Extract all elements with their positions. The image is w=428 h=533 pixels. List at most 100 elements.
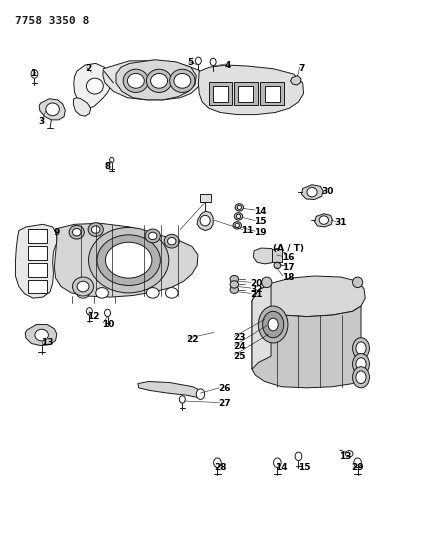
Ellipse shape (105, 242, 152, 278)
Text: 23: 23 (233, 333, 246, 342)
Ellipse shape (263, 311, 284, 338)
Polygon shape (103, 61, 201, 100)
Ellipse shape (354, 458, 361, 467)
Polygon shape (39, 99, 65, 120)
Ellipse shape (128, 74, 144, 88)
Bar (28, 229, 47, 243)
Polygon shape (73, 98, 91, 116)
Ellipse shape (235, 204, 244, 211)
Ellipse shape (214, 458, 221, 467)
Bar (28, 263, 47, 277)
Text: 13: 13 (41, 338, 54, 347)
Ellipse shape (356, 358, 366, 370)
Ellipse shape (77, 288, 89, 298)
Bar (238, 86, 253, 102)
Text: 19: 19 (254, 228, 267, 237)
Ellipse shape (123, 69, 149, 92)
Bar (28, 246, 47, 260)
Text: 12: 12 (87, 312, 100, 321)
Text: 32: 32 (250, 285, 262, 294)
Text: 3: 3 (39, 117, 45, 126)
Ellipse shape (236, 214, 241, 219)
Bar (208, 82, 232, 105)
Bar (265, 86, 280, 102)
Ellipse shape (110, 157, 114, 163)
Polygon shape (197, 211, 213, 231)
Ellipse shape (237, 205, 241, 209)
Text: 7: 7 (298, 63, 305, 72)
Text: 16: 16 (282, 253, 294, 262)
Polygon shape (138, 382, 203, 397)
Polygon shape (25, 325, 57, 345)
Ellipse shape (295, 452, 302, 461)
Ellipse shape (307, 188, 317, 197)
Text: 10: 10 (102, 320, 114, 329)
Polygon shape (291, 76, 301, 85)
Ellipse shape (88, 223, 103, 237)
Polygon shape (252, 301, 361, 388)
Ellipse shape (200, 215, 210, 226)
Ellipse shape (72, 229, 81, 236)
Text: 27: 27 (218, 399, 231, 408)
Polygon shape (252, 276, 365, 317)
Text: 24: 24 (233, 342, 246, 351)
Text: 20: 20 (250, 279, 262, 288)
Bar (261, 82, 284, 105)
Ellipse shape (273, 458, 281, 467)
Ellipse shape (35, 329, 48, 341)
Ellipse shape (31, 70, 38, 78)
Ellipse shape (72, 277, 94, 296)
Text: 11: 11 (241, 226, 254, 235)
Text: 26: 26 (218, 384, 231, 393)
Bar (234, 82, 258, 105)
Ellipse shape (274, 248, 281, 255)
Ellipse shape (196, 57, 201, 64)
Text: 7758 3350 8: 7758 3350 8 (15, 16, 90, 26)
Text: 15: 15 (298, 464, 311, 472)
Text: 9: 9 (54, 228, 60, 237)
Ellipse shape (86, 78, 103, 94)
Polygon shape (315, 214, 332, 227)
Ellipse shape (145, 229, 160, 243)
Bar (272, 249, 282, 262)
Ellipse shape (146, 288, 159, 298)
Bar (28, 280, 47, 293)
Polygon shape (54, 223, 198, 297)
Text: 31: 31 (334, 218, 347, 227)
Text: 29: 29 (351, 464, 364, 472)
Text: 30: 30 (322, 187, 334, 196)
Ellipse shape (353, 367, 369, 388)
Text: 1: 1 (30, 69, 36, 78)
Ellipse shape (233, 222, 241, 229)
Ellipse shape (274, 262, 281, 269)
Ellipse shape (356, 371, 366, 384)
Text: 8: 8 (104, 162, 110, 171)
Text: 14: 14 (254, 207, 267, 216)
Ellipse shape (104, 309, 110, 317)
Ellipse shape (259, 306, 288, 343)
Ellipse shape (169, 69, 195, 92)
Ellipse shape (89, 228, 169, 293)
Ellipse shape (230, 276, 238, 283)
Polygon shape (198, 65, 303, 115)
Polygon shape (253, 248, 276, 264)
Bar (199, 194, 211, 202)
Ellipse shape (353, 277, 363, 288)
Text: 25: 25 (233, 352, 246, 361)
Text: 17: 17 (282, 263, 294, 271)
Polygon shape (15, 224, 57, 298)
Text: 15: 15 (254, 217, 267, 226)
Ellipse shape (86, 308, 92, 315)
Ellipse shape (164, 235, 179, 248)
Ellipse shape (167, 238, 176, 245)
Polygon shape (116, 60, 196, 100)
Text: 14: 14 (275, 464, 288, 472)
Ellipse shape (230, 286, 238, 293)
Ellipse shape (146, 69, 172, 92)
Ellipse shape (151, 74, 167, 88)
Polygon shape (252, 284, 271, 369)
Bar (213, 86, 228, 102)
Ellipse shape (96, 288, 108, 298)
Text: 21: 21 (250, 290, 262, 299)
Text: 28: 28 (214, 464, 226, 472)
